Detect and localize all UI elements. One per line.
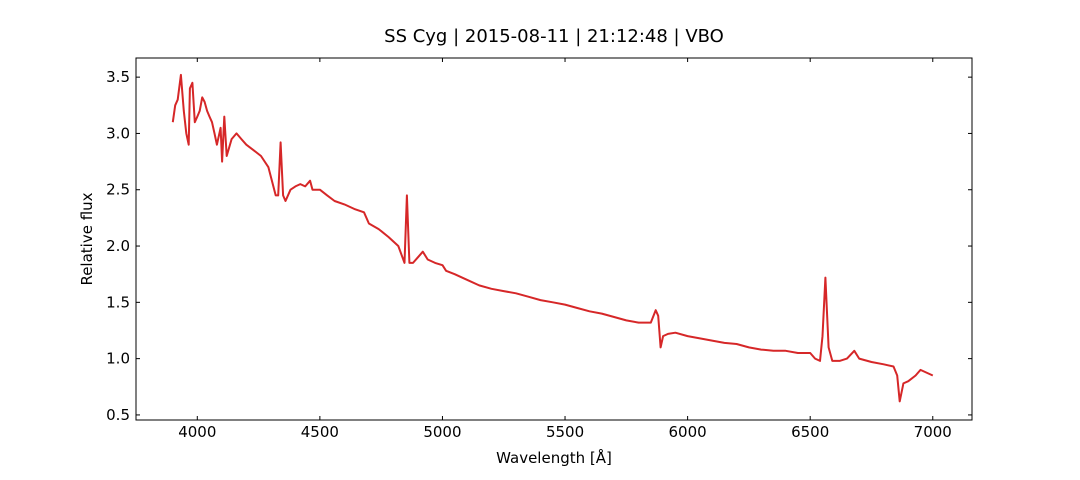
spectrum-line — [171, 73, 934, 403]
x-tick-label: 5500 — [546, 423, 584, 441]
x-tick-label: 4500 — [301, 423, 339, 441]
x-tick-label: 6000 — [669, 423, 707, 441]
y-tick-label: 3.0 — [106, 124, 130, 142]
y-tick-label: 2.0 — [106, 237, 130, 255]
y-tick-label: 0.5 — [106, 406, 130, 424]
x-axis-label: Wavelength [Å] — [496, 448, 612, 467]
x-tick-label: 6500 — [791, 423, 829, 441]
y-tick-label: 3.5 — [106, 68, 130, 86]
y-tick-label: 1.0 — [106, 350, 130, 368]
x-tick-label: 5000 — [423, 423, 461, 441]
x-tick-label: 4000 — [178, 423, 216, 441]
y-tick-label: 2.5 — [106, 181, 130, 199]
y-axis-label: Relative flux — [78, 192, 96, 285]
x-tick-label: 7000 — [914, 423, 952, 441]
chart-title: SS Cyg | 2015-08-11 | 21:12:48 | VBO — [384, 26, 724, 47]
y-tick-label: 1.5 — [106, 293, 130, 311]
plot-frame — [135, 57, 973, 421]
